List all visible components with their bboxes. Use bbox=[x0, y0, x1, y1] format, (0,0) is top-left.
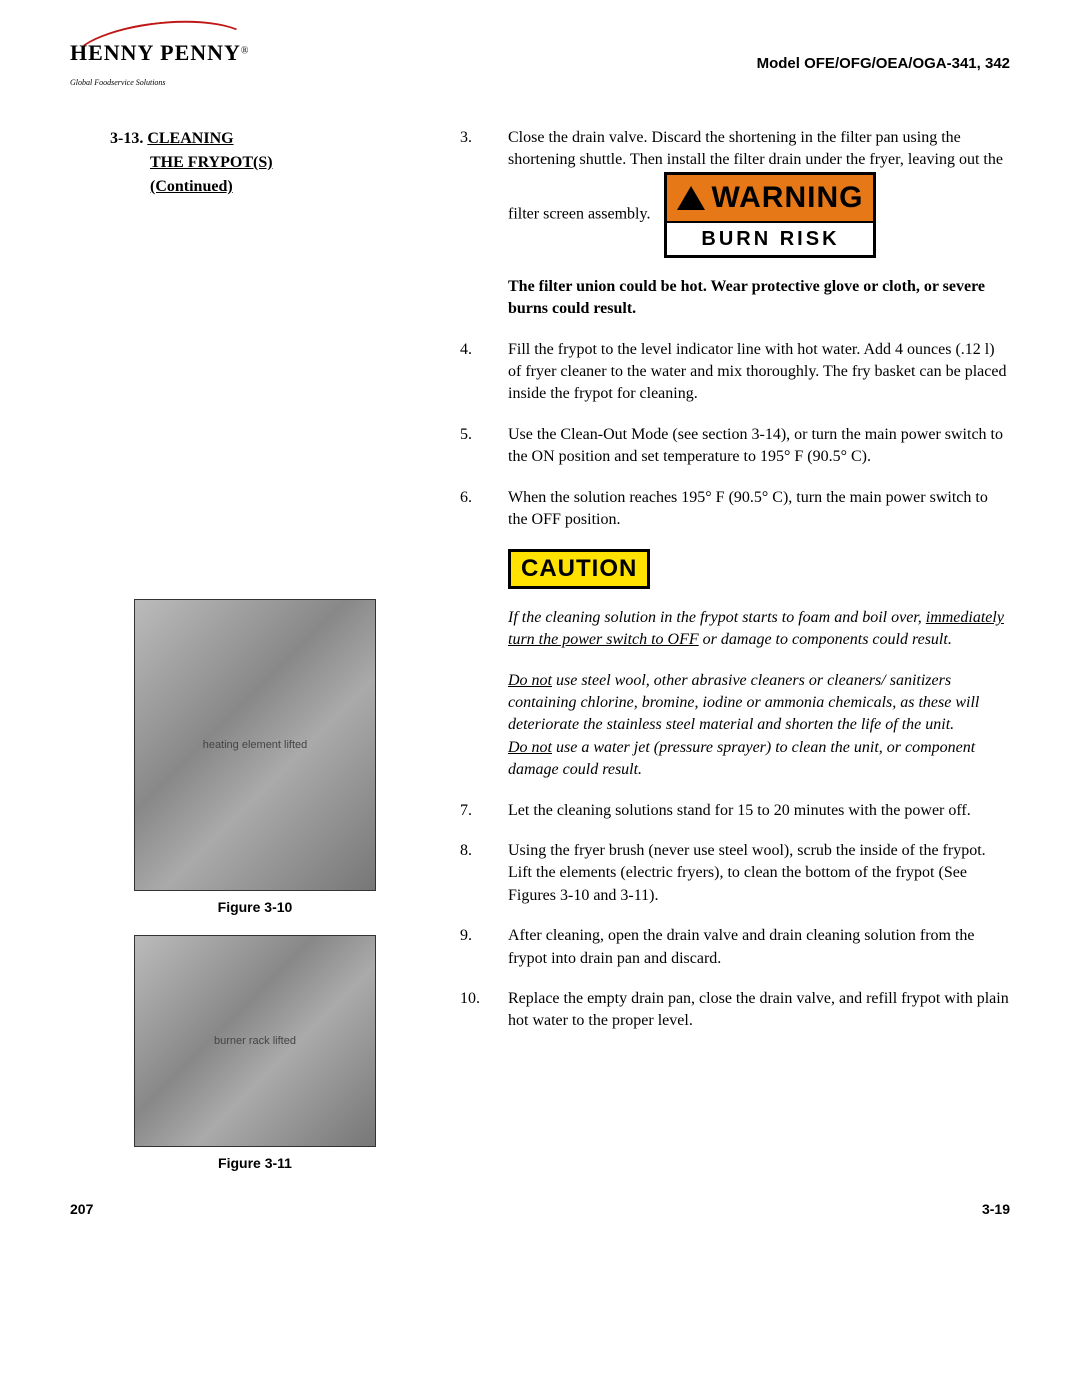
figure-3-10-image: heating element lifted bbox=[134, 599, 376, 891]
step-10-num: 10. bbox=[460, 988, 484, 1010]
step-9-num: 9. bbox=[460, 925, 484, 947]
step-6-num: 6. bbox=[460, 487, 484, 509]
step-10-body: Replace the empty drain pan, close the d… bbox=[508, 988, 1010, 1033]
step-7: 7. Let the cleaning solutions stand for … bbox=[460, 800, 1010, 822]
figure-3-11-caption: Figure 3-11 bbox=[110, 1155, 400, 1171]
caution-badge: CAUTION bbox=[508, 549, 650, 589]
step-5: 5. Use the Clean-Out Mode (see section 3… bbox=[460, 424, 1010, 469]
step-8-num: 8. bbox=[460, 840, 484, 862]
section-title-2: THE FRYPOT(S) bbox=[110, 154, 273, 171]
step-5-body: Use the Clean-Out Mode (see section 3-14… bbox=[508, 424, 1010, 469]
step-3: 3. Close the drain valve. Discard the sh… bbox=[460, 127, 1010, 258]
logo-brand-text: HENNY PENNY bbox=[70, 40, 241, 65]
footer-right: 3-19 bbox=[982, 1201, 1010, 1217]
caution-para-2: Do not use steel wool, other abrasive cl… bbox=[460, 670, 1010, 782]
step-7-num: 7. bbox=[460, 800, 484, 822]
figure-3-11-block: burner rack lifted Figure 3-11 bbox=[110, 935, 400, 1171]
right-column: 3. Close the drain valve. Discard the sh… bbox=[460, 127, 1010, 1171]
warning-badge: WARNING BURN RISK bbox=[664, 172, 876, 258]
step-4-body: Fill the frypot to the level indicator l… bbox=[508, 339, 1010, 406]
step-9: 9. After cleaning, open the drain valve … bbox=[460, 925, 1010, 970]
section-heading: 3-13. CLEANING THE FRYPOT(S) (Continued) bbox=[110, 127, 400, 199]
warning-note: The filter union could be hot. Wear prot… bbox=[460, 276, 1010, 321]
figure-3-11-image: burner rack lifted bbox=[134, 935, 376, 1147]
footer-left: 207 bbox=[70, 1201, 93, 1217]
step-10: 10. Replace the empty drain pan, close t… bbox=[460, 988, 1010, 1033]
step-8: 8. Using the fryer brush (never use stee… bbox=[460, 840, 1010, 907]
page-header: HENNY PENNY® Global Foodservice Solution… bbox=[70, 40, 1010, 87]
step-5-num: 5. bbox=[460, 424, 484, 446]
manual-page: HENNY PENNY® Global Foodservice Solution… bbox=[0, 0, 1080, 1247]
step-9-body: After cleaning, open the drain valve and… bbox=[508, 925, 1010, 970]
figure-3-10-block: heating element lifted Figure 3-10 bbox=[110, 219, 400, 915]
section-title-1: CLEANING bbox=[147, 130, 233, 147]
step-3-body: Close the drain valve. Discard the short… bbox=[508, 127, 1010, 258]
page-footer: 207 3-19 bbox=[70, 1201, 1010, 1217]
step-7-body: Let the cleaning solutions stand for 15 … bbox=[508, 800, 1010, 822]
caution-para-1: If the cleaning solution in the frypot s… bbox=[460, 607, 1010, 652]
step-6-body: When the solution reaches 195° F (90.5° … bbox=[508, 487, 1010, 532]
section-number: 3-13. bbox=[110, 130, 143, 147]
warning-subtitle: BURN RISK bbox=[667, 221, 873, 255]
page-content: 3-13. CLEANING THE FRYPOT(S) (Continued)… bbox=[70, 127, 1010, 1171]
warning-triangle-icon bbox=[677, 186, 705, 210]
step-4-num: 4. bbox=[460, 339, 484, 361]
left-column: 3-13. CLEANING THE FRYPOT(S) (Continued)… bbox=[70, 127, 400, 1171]
step-3-num: 3. bbox=[460, 127, 484, 149]
figure-3-10-caption: Figure 3-10 bbox=[110, 899, 400, 915]
caution-badge-wrap: CAUTION bbox=[460, 549, 1010, 589]
step-4: 4. Fill the frypot to the level indicato… bbox=[460, 339, 1010, 406]
step-8-body: Using the fryer brush (never use steel w… bbox=[508, 840, 1010, 907]
brand-logo: HENNY PENNY® Global Foodservice Solution… bbox=[70, 40, 255, 87]
warning-label: WARNING bbox=[711, 177, 863, 219]
model-number: Model OFE/OFG/OEA/OGA-341, 342 bbox=[757, 55, 1010, 72]
section-continued: (Continued) bbox=[110, 178, 233, 195]
step-6: 6. When the solution reaches 195° F (90.… bbox=[460, 487, 1010, 532]
